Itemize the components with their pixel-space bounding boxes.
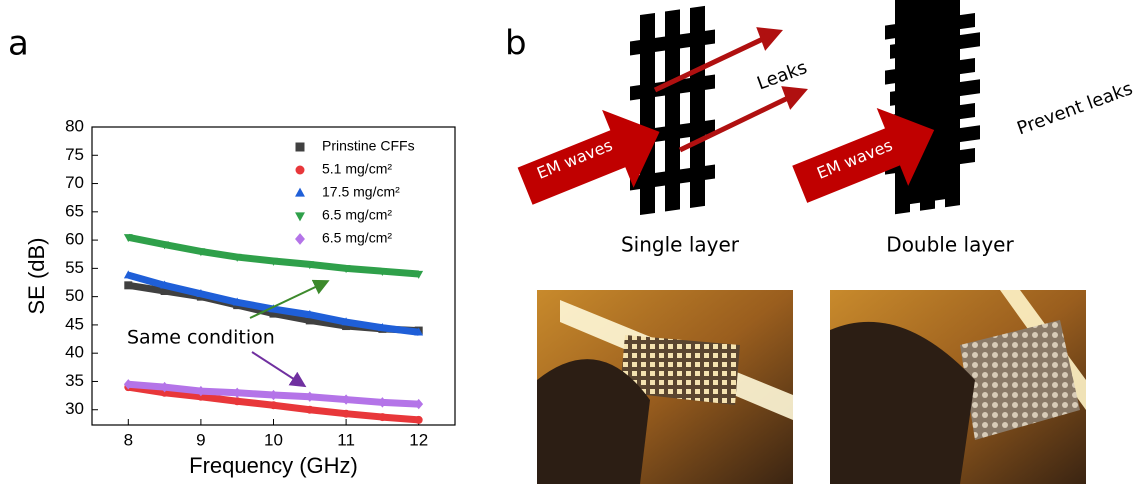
y-tick-label: 65 (65, 201, 84, 220)
data-point (270, 401, 278, 409)
y-tick-label: 80 (65, 116, 84, 135)
y-axis-title: SE (dB) (24, 237, 49, 314)
legend-label: 17.5 mg/cm² (322, 184, 400, 200)
legend-label: 6.5 mg/cm² (322, 230, 392, 246)
y-tick-label: 75 (65, 145, 84, 164)
arrow (252, 352, 303, 385)
y-tick-label: 35 (65, 371, 84, 390)
legend-label: Prinstine CFFs (322, 138, 415, 154)
series-line (128, 275, 418, 332)
data-point (306, 406, 314, 414)
legend-marker (296, 166, 305, 175)
y-tick-label: 45 (65, 314, 84, 333)
panel-label: b (505, 24, 527, 64)
x-tick-label: 9 (196, 430, 205, 449)
legend-marker (295, 233, 305, 245)
photo (830, 290, 1086, 484)
panel-label: a (8, 24, 29, 64)
y-tick-label: 50 (65, 286, 84, 305)
data-point (415, 416, 423, 424)
photo (537, 290, 793, 484)
data-point (342, 410, 350, 418)
single-layer-mesh (630, 5, 715, 217)
legend-marker (295, 212, 305, 221)
data-point (124, 281, 132, 289)
label: Prevent leaks (1014, 78, 1135, 139)
double-layer-mesh (885, 0, 980, 216)
y-tick-label: 55 (65, 258, 84, 277)
x-tick-label: 10 (264, 430, 283, 449)
label: Double layer (886, 233, 1014, 257)
y-tick-label: 40 (65, 343, 84, 362)
legend-marker (295, 188, 305, 197)
figure: a b 30 35 40 45 50 55 60 65 70 75 80 8 9 10 11 12 Freque… (0, 0, 1143, 486)
x-axis-title: Frequency (GHz) (189, 453, 358, 478)
data-point (233, 397, 241, 405)
x-tick-label: 8 (124, 430, 133, 449)
label: Single layer (621, 233, 740, 257)
data-point (378, 413, 386, 421)
annotation: Same condition (127, 327, 275, 349)
x-tick-label: 12 (409, 430, 428, 449)
legend-label: 6.5 mg/cm² (322, 207, 392, 223)
x-tick-label: 11 (337, 430, 355, 449)
y-tick-label: 30 (65, 399, 84, 418)
y-tick-label: 60 (65, 230, 84, 249)
y-tick-label: 70 (65, 173, 84, 192)
legend-label: 5.1 mg/cm² (322, 161, 392, 177)
legend-marker (296, 143, 305, 152)
